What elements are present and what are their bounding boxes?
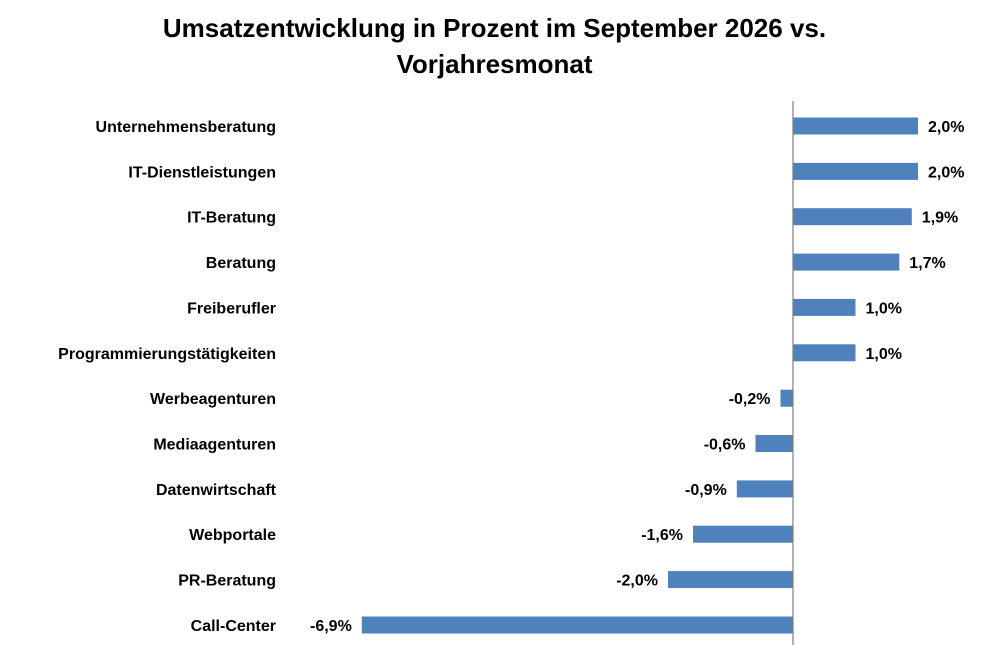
category-label-8: Datenwirtschaft	[156, 482, 277, 499]
bar-6	[780, 389, 793, 407]
category-label-11: Call-Center	[191, 618, 276, 635]
category-label-3: Beratung	[206, 255, 276, 272]
value-label-7: -0,6%	[704, 437, 746, 454]
category-label-6: Werbeagenturen	[150, 391, 276, 408]
value-label-1: 2,0%	[928, 164, 964, 181]
chart-title: Umsatzentwicklung in Prozent im Septembe…	[0, 10, 989, 82]
chart-title-line-2: Vorjahresmonat	[396, 49, 593, 79]
value-label-9: -1,6%	[641, 527, 683, 544]
bar-9	[693, 525, 793, 543]
category-label-9: Webportale	[189, 527, 276, 544]
value-label-8: -0,9%	[685, 482, 727, 499]
value-label-3: 1,7%	[909, 255, 945, 272]
value-label-10: -2,0%	[616, 573, 658, 590]
value-label-6: -0,2%	[729, 391, 771, 408]
chart-title-line-1: Umsatzentwicklung in Prozent im Septembe…	[162, 13, 827, 43]
category-label-4: Freiberufler	[187, 300, 276, 317]
value-label-2: 1,9%	[922, 210, 958, 227]
bar-2	[793, 208, 912, 226]
value-label-5: 1,0%	[866, 346, 902, 363]
category-label-1: IT-Dienstleistungen	[128, 164, 276, 181]
value-label-0: 2,0%	[928, 119, 964, 136]
category-label-10: PR-Beratung	[178, 573, 276, 590]
bar-8	[736, 480, 794, 498]
bar-3	[793, 253, 900, 271]
bar-4	[793, 298, 856, 316]
bar-0	[793, 117, 918, 135]
category-label-5: Programmierungstätigkeiten	[58, 346, 276, 363]
value-label-4: 1,0%	[866, 300, 902, 317]
category-label-7: Mediaagenturen	[153, 437, 276, 454]
bar-10	[668, 571, 793, 589]
category-label-0: Unternehmensberatung	[96, 119, 276, 136]
bar-11	[361, 616, 794, 634]
bar-7	[755, 435, 793, 452]
bar-5	[793, 344, 856, 362]
bar-1	[793, 162, 918, 180]
category-label-2: IT-Beratung	[187, 210, 276, 227]
value-label-11: -6,9%	[310, 618, 352, 635]
